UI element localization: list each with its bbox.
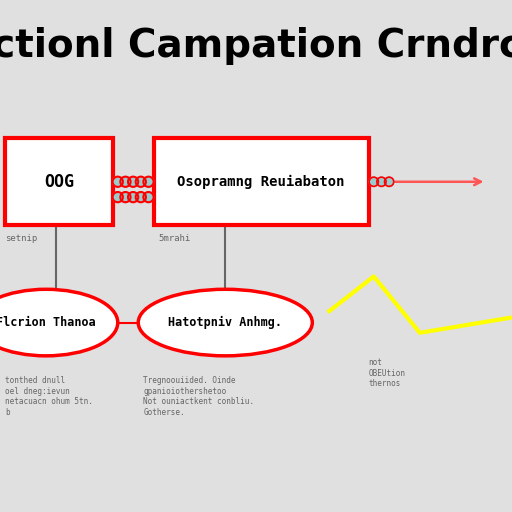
Ellipse shape [138,289,312,356]
Circle shape [143,177,154,187]
Circle shape [128,192,138,202]
FancyBboxPatch shape [154,138,369,225]
Circle shape [120,177,131,187]
Circle shape [369,177,378,186]
Text: Tregnoouiided. Oinde
gpanioiothershetoo
Not ouniactkent conbliu.
Gotherse.: Tregnoouiided. Oinde gpanioiothershetoo … [143,376,254,417]
Circle shape [143,192,154,202]
Circle shape [113,192,123,202]
Text: Flcrion Thanoa: Flcrion Thanoa [0,316,96,329]
Circle shape [385,177,394,186]
Ellipse shape [0,289,118,356]
FancyBboxPatch shape [5,138,113,225]
Circle shape [120,192,131,202]
Circle shape [136,177,146,187]
Circle shape [136,192,146,202]
Text: Osopramng Reuiabaton: Osopramng Reuiabaton [177,175,345,189]
Text: not
OBEUtion
thernos: not OBEUtion thernos [369,358,406,388]
Circle shape [377,177,386,186]
Text: setnip: setnip [5,233,37,243]
Circle shape [113,177,123,187]
Text: tonthed dnull
oel dneg:ievun
netacuacn ohum 5tn.
b: tonthed dnull oel dneg:ievun netacuacn o… [5,376,93,417]
Circle shape [128,177,138,187]
Text: OOG: OOG [44,173,74,191]
Text: 5mrahi: 5mrahi [159,233,191,243]
Text: Hatotpniv Anhmg.: Hatotpniv Anhmg. [168,316,282,329]
Text: ractionl Campation Crndrctor: ractionl Campation Crndrctor [0,27,512,65]
